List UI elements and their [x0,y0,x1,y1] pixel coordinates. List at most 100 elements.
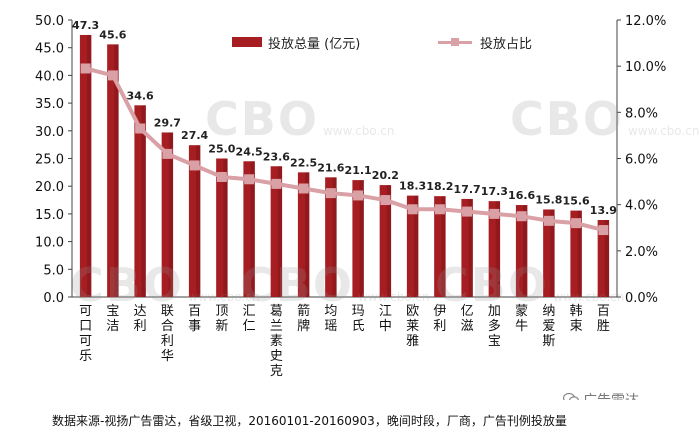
category-label: 箭牌 [297,303,310,334]
y-tick-label: 15.0 [35,208,64,223]
y-tick-label: 25.0 [35,153,64,168]
category-label: 汇仁 [243,304,256,334]
bar-shade [250,161,255,297]
y2-tick-label: 10.0% [625,60,666,75]
bar-shade [304,172,310,297]
data-label: 17.3 [481,185,508,198]
category-label: 达利 [134,304,147,334]
share-point [298,183,309,194]
bar-shade [441,196,446,297]
y-tick-label: 0.0 [43,291,64,306]
data-label: 25.0 [208,143,235,156]
bar [543,209,555,297]
share-point [407,204,418,215]
y-tick-label: 40.0 [35,69,64,84]
bar-shade [168,132,174,297]
share-point [162,148,173,159]
y-tick-label: 5.0 [43,263,64,278]
data-label: 23.6 [263,150,290,163]
bar-shade [114,44,119,297]
data-label: 21.6 [317,161,344,174]
y-tick-label: 45.0 [35,42,64,57]
bar-shade [495,201,501,297]
category-label: 伊利 [433,304,446,334]
bar [188,145,201,297]
share-point [598,225,609,236]
footer: 数据来源-视扬广告雷达，省级卫视，20160101-20160903，晚间时段，… [0,400,700,440]
chart-area: 0.0 5.0 10.0 15.0 20.0 25.0 30.0 35.0 40.0 45.0 50… [35,14,700,379]
y2-tick-label: 8.0% [625,106,658,121]
category-label: 顶新 [215,304,228,334]
data-label: 17.7 [454,183,481,196]
bar [379,185,392,297]
share-point [271,178,282,189]
category-label: 可口可乐 [79,304,92,364]
bar [352,180,364,297]
bar [79,34,92,297]
bar [597,219,610,297]
bar-shade [413,195,419,297]
data-label: 24.5 [236,145,263,158]
category-label: 联合利华 [161,304,174,364]
data-label: 21.1 [345,164,372,177]
bar [297,172,310,297]
bar-shade [604,219,610,297]
bar-shade [141,105,146,297]
category-label: 蒙牛 [515,304,528,334]
category-label: 百胜 [597,304,610,334]
category-label: 亿滋 [461,304,474,334]
bar-shade [195,145,201,297]
share-point [325,188,336,199]
category-label: 均瑶 [324,304,337,334]
bar [270,166,283,297]
share-point [462,206,473,217]
share-point [489,208,500,219]
data-label: 18.2 [426,180,453,193]
data-label: 29.7 [154,116,181,129]
bar [325,177,337,297]
bar [488,201,501,297]
bar-shade [550,209,555,297]
bar-shade [577,210,582,297]
y2-tick-label: 4.0% [625,199,658,214]
share-point [135,123,146,134]
share-point [516,211,527,222]
source-note: 数据来源-视扬广告雷达，省级卫视，20160101-20160903，晚间时段，… [52,414,567,428]
category-label: 韩束 [570,304,583,334]
share-point [80,63,91,74]
category-label: 加多宝 [488,304,501,349]
share-point [107,70,118,81]
data-label: 45.6 [99,28,126,41]
data-label: 47.3 [72,19,99,32]
bar-shade [359,180,364,297]
bar [406,195,419,297]
share-point [244,174,255,185]
category-label: 江中 [379,304,392,334]
data-label: 16.6 [508,189,535,202]
category-label: 欧莱雅 [406,304,419,349]
bar [243,161,255,297]
bar-line-chart: 0.0 5.0 10.0 15.0 20.0 25.0 30.0 35.0 40.0 45.0 50… [35,14,666,379]
bar [216,158,228,297]
bar-shade [522,205,528,297]
bar [461,198,473,297]
bar-shade [332,177,337,297]
y-tick-label: 50.0 [35,14,64,29]
bar-shade [386,185,392,297]
category-label: 百事 [188,304,201,334]
share-point [189,160,200,171]
share-point [380,195,391,206]
data-label: 34.6 [127,89,154,102]
legend-swatch-line [438,38,472,46]
share-point [434,204,445,215]
y2-tick-label: 12.0% [625,14,666,29]
bar [134,105,146,297]
legend-label-total: 投放总量 (亿元) [268,37,361,52]
bar-shade [277,166,283,297]
bar-shade [86,34,92,297]
data-label: 15.6 [563,195,590,208]
bar [434,196,446,297]
y2-tick-label: 6.0% [625,153,658,168]
share-point [353,190,364,201]
data-label: 13.9 [590,204,617,217]
